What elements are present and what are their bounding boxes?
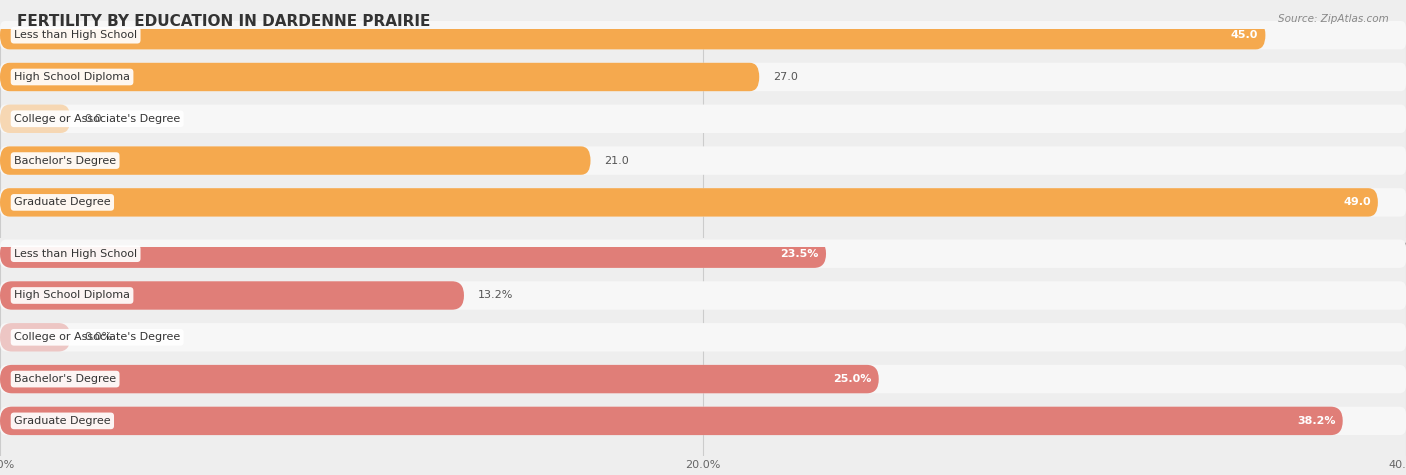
FancyBboxPatch shape xyxy=(0,407,1343,435)
FancyBboxPatch shape xyxy=(0,63,759,91)
Text: Less than High School: Less than High School xyxy=(14,30,138,40)
Text: Less than High School: Less than High School xyxy=(14,249,138,259)
Text: Graduate Degree: Graduate Degree xyxy=(14,198,111,208)
FancyBboxPatch shape xyxy=(0,323,1406,352)
Text: Source: ZipAtlas.com: Source: ZipAtlas.com xyxy=(1278,14,1389,24)
Text: 23.5%: 23.5% xyxy=(780,249,818,259)
Text: High School Diploma: High School Diploma xyxy=(14,291,131,301)
Text: 27.0: 27.0 xyxy=(773,72,799,82)
FancyBboxPatch shape xyxy=(0,281,464,310)
Text: 0.0: 0.0 xyxy=(84,114,103,124)
Text: 45.0: 45.0 xyxy=(1232,30,1258,40)
FancyBboxPatch shape xyxy=(0,188,1378,217)
FancyBboxPatch shape xyxy=(0,104,1406,133)
FancyBboxPatch shape xyxy=(0,407,1406,435)
FancyBboxPatch shape xyxy=(0,365,879,393)
Text: College or Associate's Degree: College or Associate's Degree xyxy=(14,114,180,124)
Text: 0.0%: 0.0% xyxy=(84,332,112,342)
Text: FERTILITY BY EDUCATION IN DARDENNE PRAIRIE: FERTILITY BY EDUCATION IN DARDENNE PRAIR… xyxy=(17,14,430,29)
FancyBboxPatch shape xyxy=(0,239,827,268)
FancyBboxPatch shape xyxy=(0,146,1406,175)
FancyBboxPatch shape xyxy=(0,104,70,133)
FancyBboxPatch shape xyxy=(0,188,1406,217)
Text: Graduate Degree: Graduate Degree xyxy=(14,416,111,426)
Text: 13.2%: 13.2% xyxy=(478,291,513,301)
Text: 25.0%: 25.0% xyxy=(834,374,872,384)
FancyBboxPatch shape xyxy=(0,21,1265,49)
FancyBboxPatch shape xyxy=(0,63,1406,91)
Text: 21.0: 21.0 xyxy=(605,156,630,166)
Text: 49.0: 49.0 xyxy=(1343,198,1371,208)
FancyBboxPatch shape xyxy=(0,323,70,352)
FancyBboxPatch shape xyxy=(0,239,1406,268)
FancyBboxPatch shape xyxy=(0,281,1406,310)
FancyBboxPatch shape xyxy=(0,21,1406,49)
FancyBboxPatch shape xyxy=(0,146,591,175)
Text: High School Diploma: High School Diploma xyxy=(14,72,131,82)
FancyBboxPatch shape xyxy=(0,365,1406,393)
Text: Bachelor's Degree: Bachelor's Degree xyxy=(14,156,117,166)
Text: College or Associate's Degree: College or Associate's Degree xyxy=(14,332,180,342)
Text: 38.2%: 38.2% xyxy=(1298,416,1336,426)
Text: Bachelor's Degree: Bachelor's Degree xyxy=(14,374,117,384)
